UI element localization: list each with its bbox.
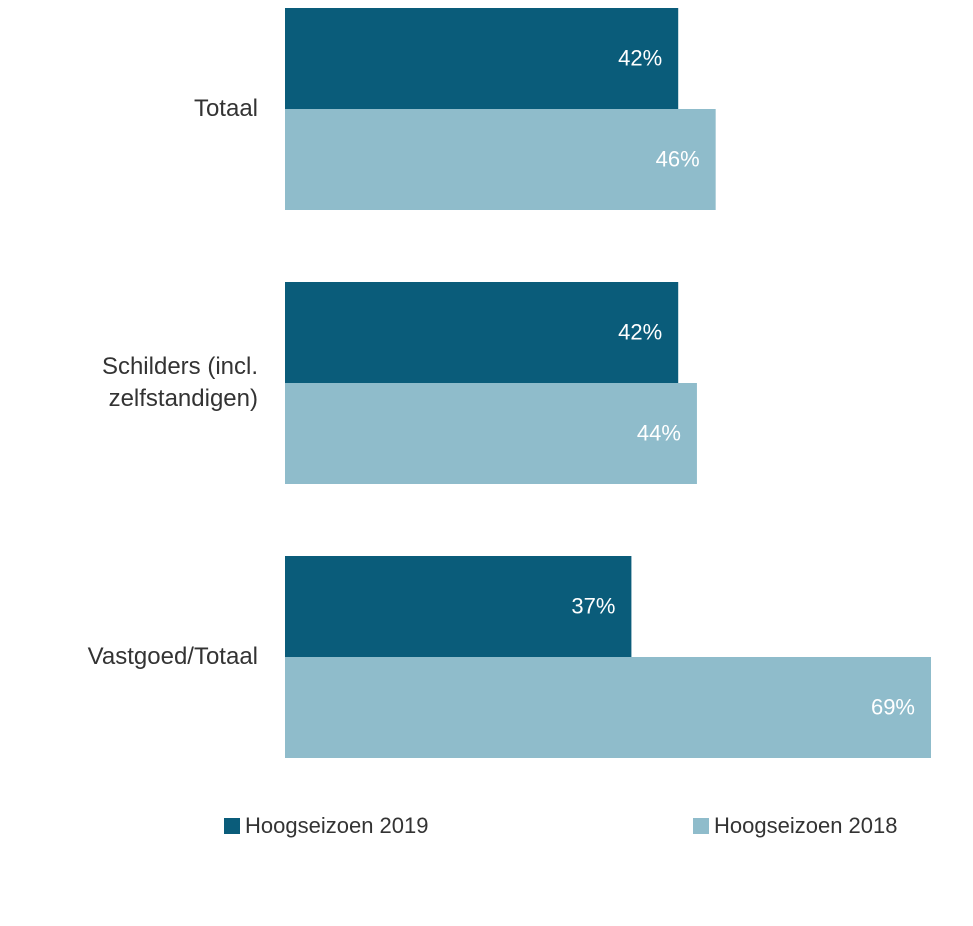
value-label: 42% bbox=[618, 45, 662, 70]
value-label: 37% bbox=[571, 593, 615, 618]
value-label: 46% bbox=[656, 146, 700, 171]
legend-swatch bbox=[224, 818, 240, 834]
category-label: Totaal bbox=[193, 95, 258, 122]
legend-swatch bbox=[693, 818, 709, 834]
bar bbox=[285, 556, 632, 657]
value-label: 44% bbox=[637, 420, 681, 445]
value-label: 42% bbox=[618, 319, 662, 344]
bar bbox=[285, 109, 716, 210]
bar bbox=[285, 657, 931, 758]
legend-label: Hoogseizoen 2018 bbox=[714, 813, 897, 838]
bar bbox=[285, 8, 679, 109]
value-label: 69% bbox=[871, 694, 915, 719]
category-label: Vastgoed/Totaal bbox=[87, 643, 258, 670]
category-label: Schilders (incl. zelfstandigen) bbox=[101, 353, 258, 412]
bar bbox=[285, 383, 697, 484]
legend-label: Hoogseizoen 2019 bbox=[245, 813, 428, 838]
bar bbox=[285, 282, 679, 383]
